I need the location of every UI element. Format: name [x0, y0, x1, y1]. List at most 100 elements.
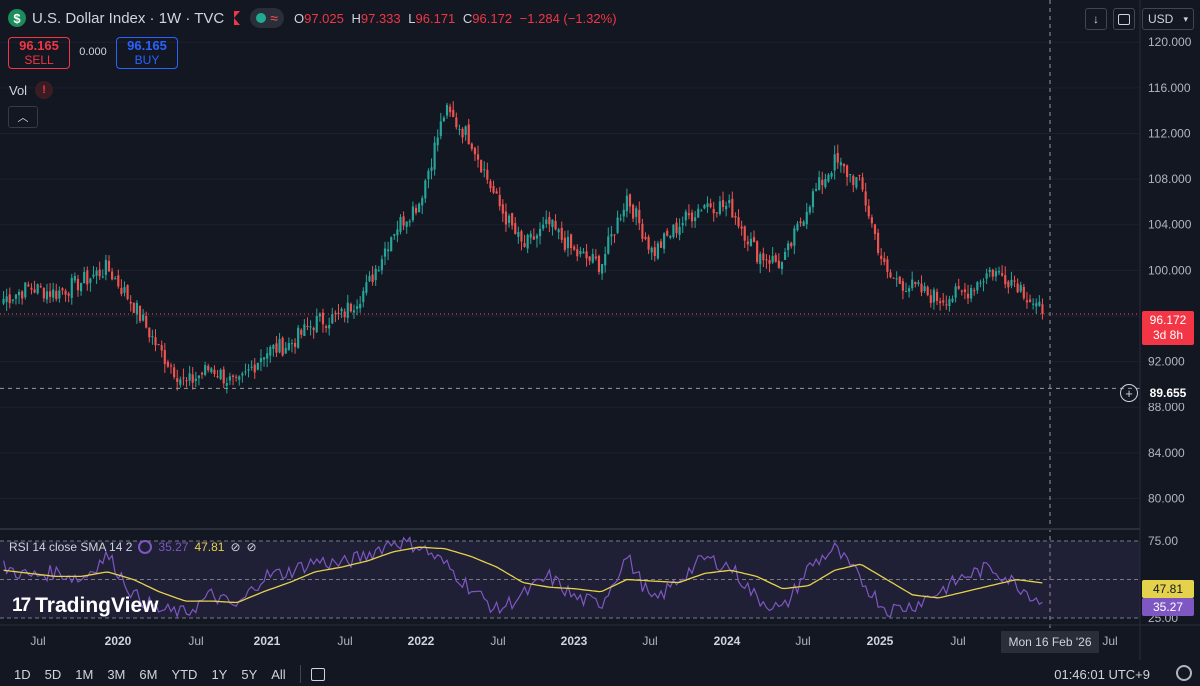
- flag-icon[interactable]: [234, 11, 241, 25]
- candle-body: [827, 174, 830, 182]
- y-tick-label: 100.000: [1148, 263, 1192, 277]
- candle-body: [135, 302, 138, 315]
- candle-body: [210, 368, 213, 373]
- range-1y[interactable]: 1Y: [211, 666, 228, 682]
- download-button[interactable]: ↓: [1085, 8, 1107, 30]
- candle-body: [39, 286, 42, 288]
- candle-body: [632, 204, 635, 219]
- candle-body: [867, 205, 870, 217]
- candle-body: [814, 188, 818, 191]
- candle-body: [436, 137, 439, 146]
- candle-body: [880, 255, 883, 259]
- volume-legend[interactable]: Vol !: [9, 81, 54, 99]
- candle-body: [780, 261, 784, 270]
- candle-body: [864, 191, 867, 206]
- range-all[interactable]: All: [271, 666, 286, 682]
- gear-icon[interactable]: [1176, 665, 1192, 681]
- candle-body: [644, 236, 647, 240]
- status-pill[interactable]: ≈: [250, 8, 284, 28]
- candle-body: [36, 284, 39, 294]
- candle-body: [663, 233, 666, 249]
- candle-body: [929, 295, 932, 304]
- candle-body: [293, 342, 297, 347]
- candle-body: [408, 221, 411, 223]
- candle-body: [607, 236, 610, 254]
- candle-body: [259, 358, 263, 363]
- x-tick-label: 2023: [560, 634, 588, 648]
- candle-body: [470, 143, 473, 149]
- sell-button[interactable]: 96.165 SELL: [8, 37, 70, 69]
- candle-body: [694, 217, 697, 221]
- candle-body: [877, 232, 880, 253]
- candle-body: [901, 281, 904, 291]
- candle-body: [569, 234, 573, 248]
- candle-body: [1028, 299, 1032, 303]
- candle-body: [300, 329, 303, 335]
- chart-title[interactable]: U.S. Dollar Index · 1W · TVC: [32, 9, 225, 27]
- candle-body: [712, 208, 715, 214]
- candle-body: [309, 326, 312, 328]
- candle-body: [963, 289, 967, 293]
- candle-body: [538, 228, 542, 237]
- range-1d[interactable]: 1D: [14, 666, 31, 682]
- range-3m[interactable]: 3M: [107, 666, 126, 682]
- candle-body: [504, 211, 508, 225]
- candle-body: [774, 255, 777, 262]
- last-price-tag: 96.172 3d 8h: [1142, 311, 1194, 345]
- candle-body: [76, 278, 80, 291]
- range-6m[interactable]: 6M: [139, 666, 158, 682]
- candle-body: [383, 248, 387, 257]
- currency-select[interactable]: USD ▾: [1142, 8, 1194, 30]
- candle-body: [908, 288, 911, 292]
- candle-body: [362, 291, 365, 303]
- candle-body: [430, 167, 433, 171]
- candle-body: [1022, 286, 1025, 299]
- sell-label: SELL: [24, 53, 54, 67]
- range-ytd[interactable]: YTD: [171, 666, 198, 682]
- rsi-sma-tag: 47.81: [1142, 580, 1194, 598]
- x-tick-label: 2022: [407, 634, 435, 648]
- candle-body: [740, 226, 743, 229]
- range-5y[interactable]: 5Y: [241, 666, 258, 682]
- candle-body: [604, 254, 607, 266]
- candle-body: [337, 312, 340, 314]
- warning-icon[interactable]: !: [35, 81, 54, 99]
- collapse-legend-button[interactable]: ︿: [8, 106, 38, 128]
- candle-body: [787, 243, 790, 251]
- clock-time[interactable]: 01:46:01 UTC+9: [1054, 667, 1150, 682]
- candle-body: [349, 303, 352, 312]
- candle-body: [55, 290, 58, 300]
- buy-button[interactable]: 96.165 BUY: [116, 37, 178, 69]
- add-alert-icon[interactable]: +: [1120, 384, 1138, 402]
- y-tick-label: 108.000: [1148, 172, 1192, 186]
- ohlc-change: −1.284 (−1.32%): [519, 10, 617, 26]
- rsi-legend[interactable]: RSI 14 close SMA 14 2 35.27 47.81 ⊘ ⊘: [9, 540, 257, 554]
- candle-body: [138, 305, 142, 321]
- candle-body: [262, 357, 266, 360]
- candle-body: [554, 221, 557, 230]
- x-tick-label: Jul: [490, 634, 506, 648]
- candle-body: [818, 177, 821, 190]
- candle-body: [238, 376, 241, 380]
- candle-body: [1004, 275, 1007, 285]
- candle-body: [842, 163, 846, 167]
- fullscreen-button[interactable]: [1113, 8, 1135, 30]
- chart-header: $ U.S. Dollar Index · 1W · TVC ≈ O97.025…: [8, 8, 621, 28]
- candle-body: [1001, 273, 1004, 276]
- candle-body: [591, 254, 594, 263]
- rsi-tick-label: 75.00: [1148, 534, 1178, 548]
- date-range-icon[interactable]: [310, 667, 325, 681]
- candle-body: [845, 165, 849, 177]
- tradingview-logo[interactable]: 17 TradingView: [12, 594, 158, 618]
- range-1m[interactable]: 1M: [75, 666, 94, 682]
- candle-body: [197, 375, 201, 379]
- candle-body: [371, 274, 374, 283]
- candle-body: [557, 229, 560, 233]
- candle-body: [886, 259, 889, 272]
- candle-body: [151, 336, 154, 338]
- candle-body: [898, 276, 901, 284]
- range-5d[interactable]: 5D: [44, 666, 62, 682]
- candle-body: [324, 326, 328, 328]
- candle-body: [86, 270, 89, 285]
